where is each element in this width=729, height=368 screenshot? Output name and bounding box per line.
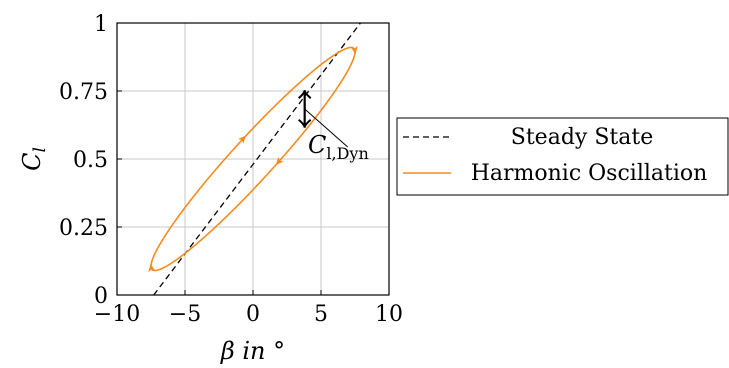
y-axis-label: Cl — [18, 147, 50, 171]
x-ticks: −10 −5 0 5 10 — [94, 290, 403, 327]
cl-dyn-label-main: C — [308, 131, 326, 159]
legend: Steady State Harmonic Oscillation — [396, 117, 729, 196]
cl-dyn-arrowhead-top — [298, 90, 312, 99]
y-axis-label-main: C — [18, 153, 46, 171]
x-tick-label: 0 — [246, 302, 260, 327]
legend-harmonic-oscillation-label: Harmonic Oscillation — [471, 161, 708, 186]
direction-arrowhead — [238, 135, 247, 144]
cl-dyn-label-sub: l,Dyn — [326, 144, 368, 163]
steady-state-line — [153, 23, 361, 295]
cl-dyn-label: Cl,Dyn — [308, 131, 369, 163]
x-tick-label: 5 — [314, 302, 328, 327]
x-tick-label: −10 — [94, 302, 140, 327]
cl-dyn-leader-line — [304, 108, 349, 148]
x-tick-label: −5 — [169, 302, 201, 327]
y-tick-label: 0 — [94, 284, 108, 309]
x-axis-label: β in ° — [220, 337, 285, 365]
y-tick-label: 0.25 — [59, 216, 108, 241]
y-tick-label: 0.75 — [59, 80, 108, 105]
legend-steady-state-label: Steady State — [511, 125, 653, 150]
cl-dyn-arrowhead-bottom — [298, 118, 312, 128]
y-tick-label: 0.5 — [73, 148, 108, 173]
x-tick-label: 10 — [375, 302, 403, 327]
direction-arrowhead — [148, 263, 156, 273]
direction-arrowhead — [350, 45, 358, 55]
y-tick-label: 1 — [94, 12, 108, 37]
plot-area — [148, 23, 361, 295]
y-ticks: 0 0.25 0.5 0.75 1 — [59, 12, 122, 309]
direction-arrowhead — [275, 156, 284, 166]
direction-arrows — [148, 45, 358, 273]
cl-dyn-annotation: Cl,Dyn — [298, 90, 369, 163]
y-axis-label-sub: l — [30, 147, 50, 152]
harmonic-oscillation-line — [150, 46, 356, 272]
legend-box — [396, 117, 729, 196]
grid — [117, 23, 389, 295]
